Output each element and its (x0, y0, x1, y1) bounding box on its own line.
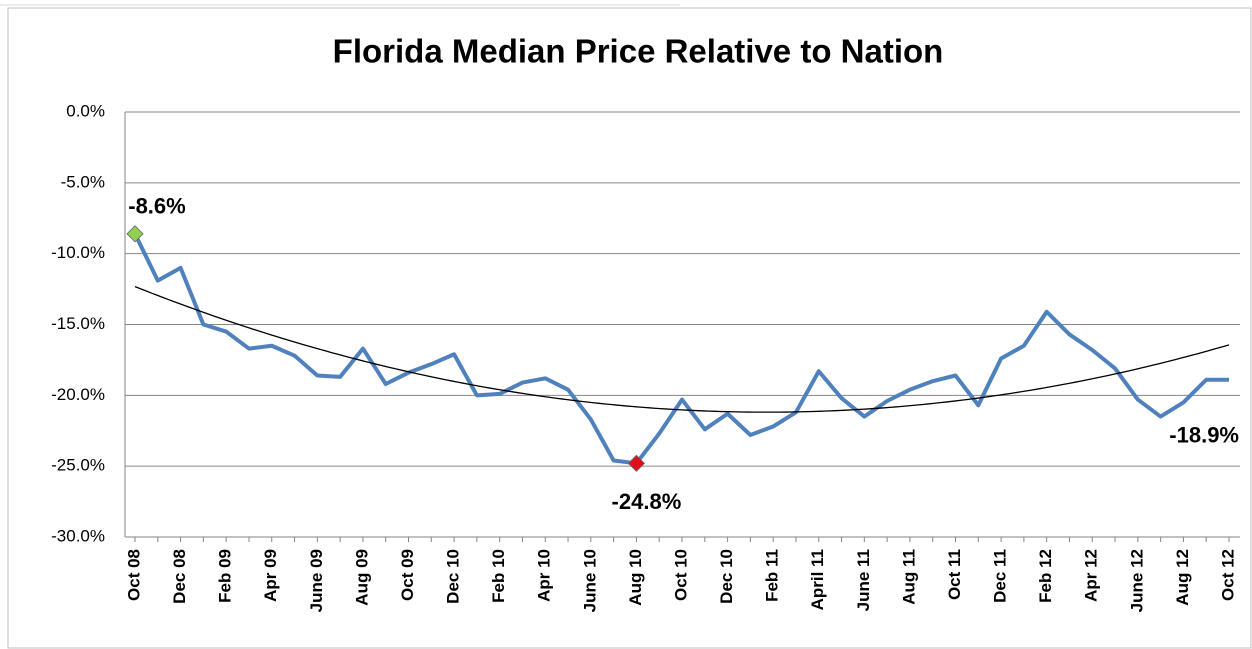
x-tick-label: Feb 11 (763, 549, 782, 602)
x-tick-label: Aug 09 (352, 549, 371, 606)
point-marker (627, 454, 645, 472)
x-tick-label: Feb 12 (1036, 549, 1055, 603)
x-tick-label: Dec 08 (170, 549, 189, 604)
point-marker (126, 225, 144, 243)
x-tick-label: Apr 10 (535, 549, 554, 602)
x-tick-label: Feb 09 (216, 549, 235, 603)
x-tick-label: Dec 10 (444, 549, 463, 604)
x-tick-label: Oct 12 (1218, 549, 1237, 601)
y-tick-label: -25.0% (51, 456, 105, 475)
y-tick-label: -30.0% (51, 526, 105, 545)
x-tick-label: Oct 08 (124, 549, 143, 601)
data-line (133, 232, 1229, 466)
y-tick-label: -10.0% (51, 243, 105, 262)
x-tick-label: Dec 11 (991, 549, 1010, 603)
x-tick-label: Aug 11 (899, 549, 918, 605)
chart-title: Florida Median Price Relative to Nation (333, 33, 944, 70)
value-label: -18.9% (1169, 423, 1239, 448)
y-tick-label: -5.0% (61, 172, 105, 191)
x-tick-label: June 12 (1127, 549, 1146, 612)
x-tick-label: Feb 10 (489, 549, 508, 603)
x-tick-label: Aug 10 (626, 549, 645, 606)
value-label: -8.6% (128, 194, 185, 219)
y-tick-label: -15.0% (51, 314, 105, 333)
x-tick-label: June 09 (307, 549, 326, 612)
x-tick-label: Oct 10 (671, 549, 690, 601)
x-tick-label: Dec 10 (717, 549, 736, 604)
x-tick-label: Apr 09 (261, 549, 280, 602)
value-label: -24.8% (612, 489, 682, 514)
y-tick-label: -20.0% (51, 385, 105, 404)
x-tick-label: April 11 (808, 549, 827, 610)
x-tick-label: June 11 (854, 549, 873, 611)
x-tick-label: June 10 (580, 549, 599, 612)
x-tick-label: Oct 09 (398, 549, 417, 601)
x-tick-label: Aug 12 (1173, 549, 1192, 606)
x-tick-label: Oct 11 (945, 549, 964, 600)
y-tick-label: 0.0% (66, 101, 105, 120)
x-tick-label: Apr 12 (1082, 549, 1101, 602)
trendline (134, 286, 1230, 413)
